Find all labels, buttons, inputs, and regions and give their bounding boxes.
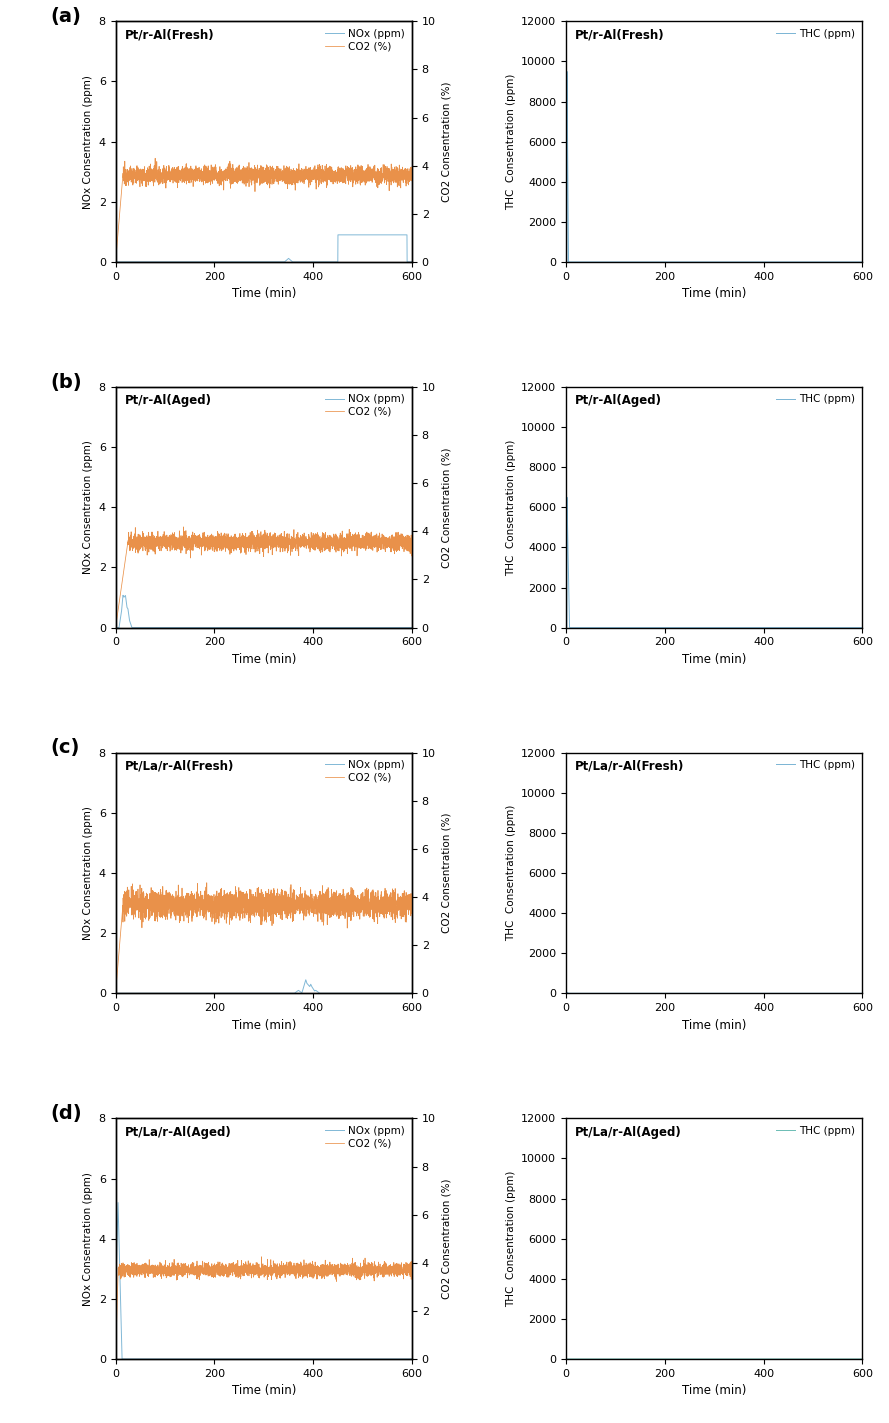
Text: (d): (d) [51,1104,82,1123]
X-axis label: Time (min): Time (min) [682,653,747,666]
Y-axis label: CO2 Consentration (%): CO2 Consentration (%) [441,1178,452,1299]
Text: Pt/La/r-Al(Fresh): Pt/La/r-Al(Fresh) [124,760,234,773]
Y-axis label: CO2 Consentration (%): CO2 Consentration (%) [441,81,452,202]
X-axis label: Time (min): Time (min) [231,287,296,300]
X-axis label: Time (min): Time (min) [231,653,296,666]
Text: Pt/r-Al(Fresh): Pt/r-Al(Fresh) [124,28,214,41]
X-axis label: Time (min): Time (min) [231,1385,296,1397]
X-axis label: Time (min): Time (min) [231,1019,296,1032]
Legend: NOx (ppm), CO2 (%): NOx (ppm), CO2 (%) [321,390,409,421]
Text: (c): (c) [51,739,80,757]
Y-axis label: THC  Consentration (ppm): THC Consentration (ppm) [506,1171,516,1306]
Legend: THC (ppm): THC (ppm) [772,756,859,774]
Legend: NOx (ppm), CO2 (%): NOx (ppm), CO2 (%) [321,1121,409,1153]
Legend: NOx (ppm), CO2 (%): NOx (ppm), CO2 (%) [321,24,409,55]
Y-axis label: THC  Consentration (ppm): THC Consentration (ppm) [506,805,516,941]
Y-axis label: THC  Consentration (ppm): THC Consentration (ppm) [506,440,516,575]
Text: Pt/La/r-Al(Aged): Pt/La/r-Al(Aged) [575,1126,682,1138]
X-axis label: Time (min): Time (min) [682,287,747,300]
Legend: THC (ppm): THC (ppm) [772,390,859,408]
Legend: THC (ppm): THC (ppm) [772,1121,859,1140]
Text: Pt/r-Al(Aged): Pt/r-Al(Aged) [124,394,212,407]
Y-axis label: CO2 Consentration (%): CO2 Consentration (%) [441,447,452,568]
Text: (a): (a) [51,7,81,26]
Legend: NOx (ppm), CO2 (%): NOx (ppm), CO2 (%) [321,756,409,787]
Legend: THC (ppm): THC (ppm) [772,24,859,43]
Y-axis label: THC  Consentration (ppm): THC Consentration (ppm) [506,74,516,209]
Y-axis label: NOx Consentration (ppm): NOx Consentration (ppm) [84,74,93,209]
Text: (b): (b) [51,373,82,391]
Y-axis label: NOx Consentration (ppm): NOx Consentration (ppm) [84,440,93,575]
Text: Pt/r-Al(Fresh): Pt/r-Al(Fresh) [575,28,664,41]
Text: Pt/La/r-Al(Fresh): Pt/La/r-Al(Fresh) [575,760,685,773]
Text: Pt/r-Al(Aged): Pt/r-Al(Aged) [575,394,662,407]
X-axis label: Time (min): Time (min) [682,1385,747,1397]
Y-axis label: NOx Consentration (ppm): NOx Consentration (ppm) [84,805,93,941]
Y-axis label: NOx Consentration (ppm): NOx Consentration (ppm) [84,1171,93,1306]
X-axis label: Time (min): Time (min) [682,1019,747,1032]
Y-axis label: CO2 Consentration (%): CO2 Consentration (%) [441,813,452,933]
Text: Pt/La/r-Al(Aged): Pt/La/r-Al(Aged) [124,1126,231,1138]
